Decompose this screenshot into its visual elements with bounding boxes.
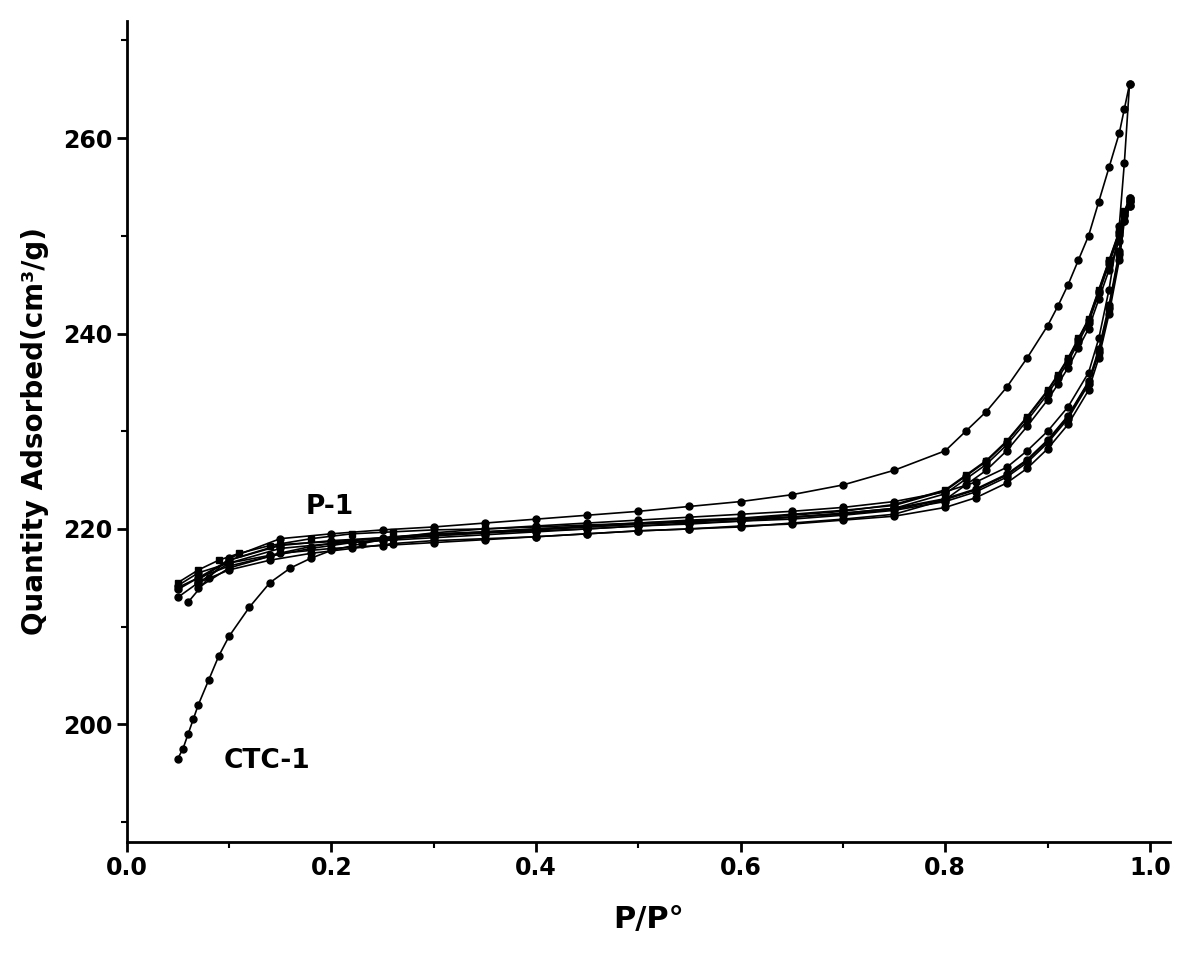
X-axis label: P/P°: P/P° xyxy=(614,905,684,934)
Y-axis label: Quantity Adsorbed(cm³/g): Quantity Adsorbed(cm³/g) xyxy=(20,227,49,635)
Text: P-1: P-1 xyxy=(306,495,353,520)
Text: CTC-1: CTC-1 xyxy=(224,749,310,775)
